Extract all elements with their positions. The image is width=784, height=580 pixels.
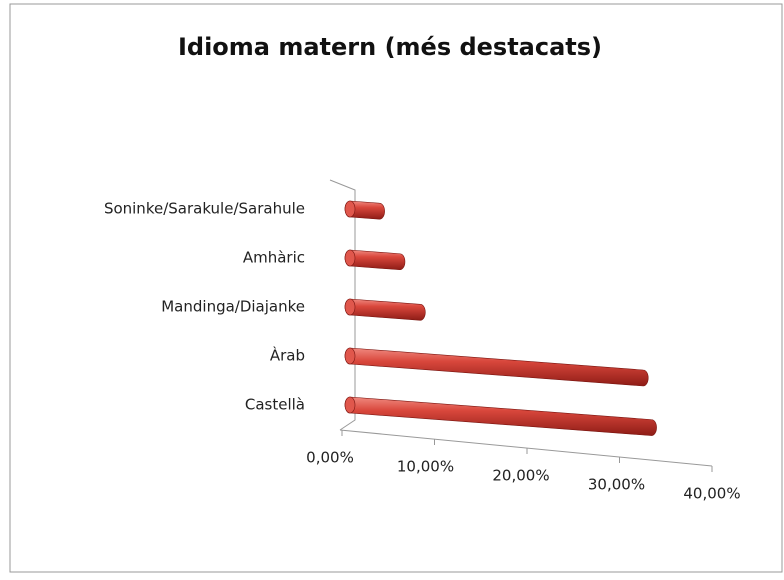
y-tick-label: Castellà [245, 396, 305, 414]
bar-cap [344, 249, 356, 267]
y-tick-label: Mandinga/Diajanke [161, 298, 305, 316]
y-tick-label: Àrab [270, 346, 305, 365]
x-tick-label: 10,00% [397, 458, 454, 476]
bar-cap [344, 347, 356, 365]
bar-group [344, 298, 426, 321]
bar-group [344, 249, 406, 271]
x-tick-label: 30,00% [588, 476, 645, 494]
x-tick-label: 0,00% [306, 449, 354, 467]
bar-cap [344, 200, 356, 218]
bar-group [344, 396, 657, 436]
y-tick-label: Amhàric [243, 249, 305, 267]
bar-group [344, 200, 385, 220]
chart-frame [9, 3, 783, 573]
bar-group [344, 347, 649, 387]
bar-cap [344, 396, 356, 414]
y-tick-label: Soninke/Sarakule/Sarahule [104, 200, 305, 218]
chart-title: Idioma matern (més destacats) [178, 33, 602, 61]
x-tick-label: 20,00% [492, 467, 549, 485]
x-tick-label: 40,00% [683, 485, 740, 503]
x-axis [339, 429, 713, 467]
bar-cap [344, 298, 356, 316]
